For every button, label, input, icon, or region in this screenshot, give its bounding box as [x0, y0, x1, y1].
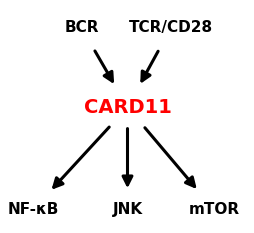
Text: BCR: BCR	[64, 21, 99, 35]
Text: TCR/CD28: TCR/CD28	[128, 21, 212, 35]
Text: CARD11: CARD11	[83, 98, 171, 117]
Text: mTOR: mTOR	[188, 202, 239, 217]
Text: NF-κB: NF-κB	[7, 202, 59, 217]
Text: JNK: JNK	[112, 202, 142, 217]
